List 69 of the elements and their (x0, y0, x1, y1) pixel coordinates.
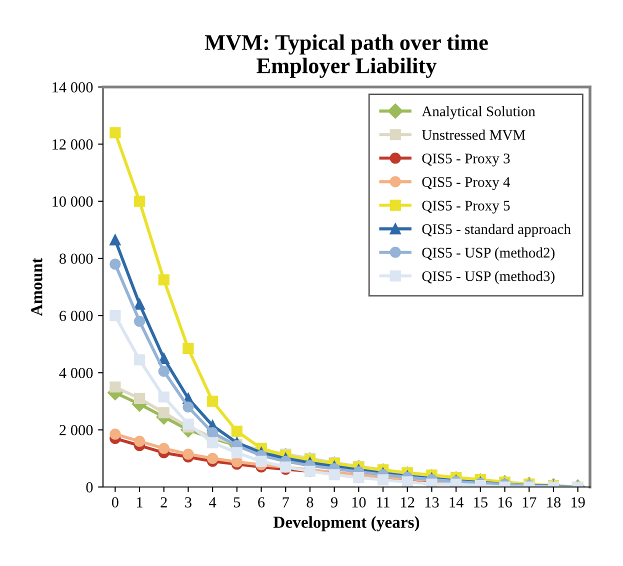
point (134, 298, 146, 310)
x-tick-label: 17 (522, 497, 536, 508)
legend-label: Analytical Solution (422, 106, 536, 120)
y-axis-title: Amount (31, 258, 42, 316)
point (207, 427, 218, 438)
x-tick-label: 16 (498, 497, 512, 508)
legend-label: Unstressed MVM (422, 130, 526, 140)
point (110, 310, 121, 322)
point (110, 258, 121, 270)
x-tick-label: 6 (258, 497, 265, 508)
x-tick-label: 19 (572, 497, 585, 508)
x-tick-label: 7 (282, 497, 290, 508)
point (231, 426, 242, 437)
point (158, 442, 170, 454)
point (207, 437, 218, 448)
y-tick-label: 14 000 (52, 82, 93, 92)
legend-label: QIS5 - Proxy 3 (422, 154, 510, 166)
point (134, 316, 146, 327)
point (110, 234, 121, 246)
point (182, 401, 194, 413)
legend-label: QIS5 - Proxy 5 (422, 200, 510, 214)
x-tick-label: 1 (137, 497, 142, 508)
y-tick-label: 8 000 (59, 254, 93, 264)
x-tick-label: 14 (450, 497, 464, 508)
x-tick-label: 2 (160, 497, 167, 508)
point (134, 354, 146, 366)
point (182, 342, 194, 354)
point (158, 274, 170, 286)
x-tick-label: 12 (401, 497, 414, 508)
legend-label: QIS5 - standard approach (422, 224, 571, 238)
y-tick-label: 2 000 (60, 425, 93, 436)
x-tick-label: 3 (185, 497, 192, 508)
x-tick-label: 9 (330, 497, 338, 508)
point (207, 452, 218, 464)
y-tick-label: 12 000 (52, 139, 93, 150)
y-tick-label: 6 000 (60, 310, 93, 322)
x-tick-label: 10 (352, 497, 366, 508)
x-tick-label: 18 (547, 497, 561, 508)
point (402, 476, 413, 487)
y-tick-label: 0 (86, 482, 93, 492)
point (134, 436, 146, 447)
point (158, 366, 170, 377)
y-tick-label: 4 000 (59, 368, 93, 378)
x-tick-label: 8 (306, 497, 314, 508)
y-tick-label: 10 000 (52, 196, 93, 207)
x-tick-label: 5 (234, 497, 240, 508)
point (110, 127, 121, 138)
point (182, 418, 194, 430)
point (158, 352, 170, 364)
x-tick-label: 0 (112, 497, 118, 508)
legend-label: QIS5 - USP (method3) (422, 270, 555, 284)
point (134, 392, 146, 404)
point (158, 407, 170, 418)
point (231, 447, 242, 458)
point (110, 381, 121, 393)
x-tick-label: 4 (209, 497, 216, 508)
point (134, 196, 146, 207)
x-axis-title: Development (years) (273, 516, 420, 532)
x-tick-label: 13 (425, 497, 439, 508)
legend-label: QIS5 - Proxy 4 (422, 177, 510, 190)
point (207, 396, 218, 407)
point (158, 391, 170, 403)
legend-label: QIS5 - USP (method2) (422, 247, 555, 261)
point (110, 428, 121, 440)
x-tick-label: 15 (474, 497, 488, 508)
x-tick-label: 11 (377, 497, 390, 508)
chart-title: MVM: Typical path over time Employer Liability (204, 34, 488, 78)
point (256, 456, 267, 467)
point (182, 448, 194, 460)
